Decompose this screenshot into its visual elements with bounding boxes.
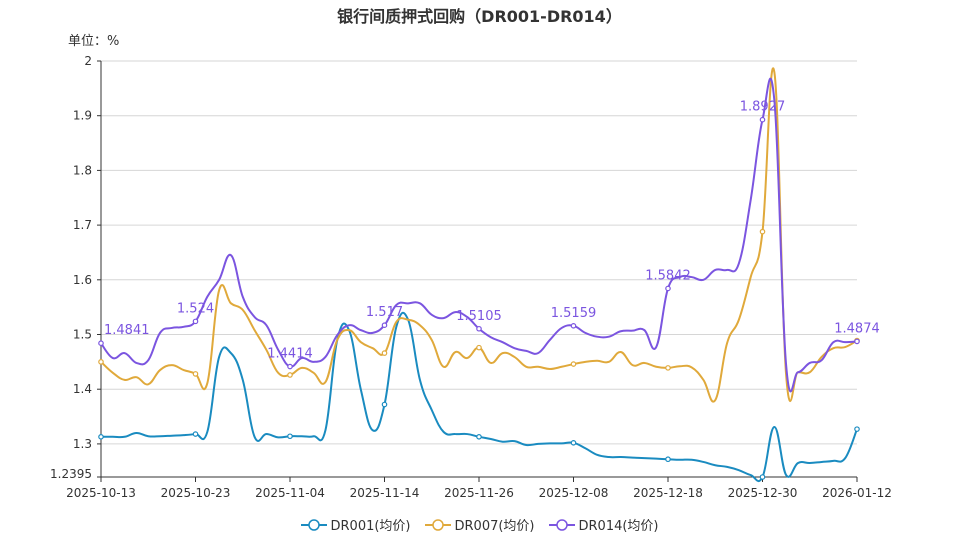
data-point xyxy=(98,359,104,365)
x-tick-label: 2025-10-23 xyxy=(161,486,231,500)
legend: DR001(均价) DR007(均价) DR014(均价) xyxy=(0,515,959,534)
data-label: 1.4841 xyxy=(104,323,150,338)
data-point xyxy=(854,338,860,345)
legend-label: DR007(均价) xyxy=(454,519,535,534)
data-point xyxy=(381,350,388,356)
y-tick-label: 1.8 xyxy=(73,163,92,177)
legend-marker-icon xyxy=(300,518,327,531)
legend-marker-icon xyxy=(424,518,451,531)
chart-title: 银行间质押式回购（DR001-DR014） xyxy=(337,7,622,26)
legend-label: DR001(均价) xyxy=(330,519,411,534)
data-label: 1.524 xyxy=(177,301,214,316)
data-point xyxy=(570,361,577,367)
data-point xyxy=(665,365,671,371)
data-point xyxy=(381,322,388,329)
x-tick-label: 2025-11-26 xyxy=(444,486,514,500)
x-tick-label: 2025-11-04 xyxy=(255,486,325,500)
data-label: 1.4874 xyxy=(834,321,880,336)
data-label: 1.5159 xyxy=(551,306,597,321)
data-point xyxy=(287,363,293,370)
y-tick-label: 1.2395 xyxy=(50,467,92,481)
data-point xyxy=(381,401,388,408)
y-tick-label: 1.3 xyxy=(73,437,92,451)
x-tick-label: 2025-12-08 xyxy=(539,486,609,500)
data-point xyxy=(287,372,293,378)
data-point xyxy=(192,371,199,377)
data-point xyxy=(570,323,577,329)
data-point xyxy=(759,116,766,123)
y-tick-label: 1.7 xyxy=(73,218,92,232)
legend-item[interactable]: DR001(均价) xyxy=(300,515,411,534)
data-point xyxy=(665,456,671,463)
legend-item[interactable]: DR007(均价) xyxy=(424,515,535,534)
data-point xyxy=(98,433,104,440)
legend-item[interactable]: DR014(均价) xyxy=(548,515,659,534)
y-tick-label: 1.9 xyxy=(73,109,92,123)
unit-label: 单位：% xyxy=(68,34,120,49)
data-point xyxy=(759,228,766,235)
series-line-dr014 xyxy=(100,77,858,393)
y-tick-label: 2 xyxy=(84,54,92,68)
x-tick-label: 2025-12-30 xyxy=(728,486,798,500)
data-label: 1.517 xyxy=(366,305,403,320)
data-label: 1.8927 xyxy=(740,100,786,115)
data-label: 1.5105 xyxy=(456,309,502,324)
data-point xyxy=(476,433,482,440)
data-point xyxy=(476,344,482,351)
data-point xyxy=(665,285,671,292)
data-label: 1.5842 xyxy=(645,268,691,283)
y-tick-label: 1.6 xyxy=(73,273,92,287)
data-point xyxy=(476,325,482,332)
data-point xyxy=(192,318,199,325)
x-tick-label: 2026-01-12 xyxy=(822,486,892,500)
data-point xyxy=(759,474,766,480)
data-point xyxy=(192,431,199,437)
x-tick-label: 2025-12-18 xyxy=(633,486,703,500)
data-point xyxy=(287,433,293,440)
x-tick-label: 2025-10-13 xyxy=(66,486,136,500)
data-point xyxy=(854,426,860,432)
y-tick-label: 1.4 xyxy=(73,382,92,396)
data-point xyxy=(98,340,104,347)
legend-marker-icon xyxy=(548,518,575,531)
series-line-dr007 xyxy=(100,67,858,403)
x-tick-label: 2025-11-14 xyxy=(350,486,420,500)
data-label: 1.4414 xyxy=(267,347,313,362)
series-line-dr001 xyxy=(101,311,858,482)
legend-label: DR014(均价) xyxy=(578,519,659,534)
y-tick-label: 1.5 xyxy=(73,328,92,342)
data-point xyxy=(570,440,577,446)
